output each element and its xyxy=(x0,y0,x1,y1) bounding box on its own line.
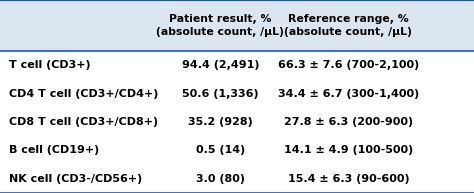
Text: Reference range, %
(absolute count, /μL): Reference range, % (absolute count, /μL) xyxy=(284,14,412,37)
Text: 94.4 (2,491): 94.4 (2,491) xyxy=(182,60,259,70)
Text: B cell (CD19+): B cell (CD19+) xyxy=(9,146,100,155)
Text: 14.1 ± 4.9 (100-500): 14.1 ± 4.9 (100-500) xyxy=(284,146,413,155)
Text: T cell (CD3+): T cell (CD3+) xyxy=(9,60,91,70)
Text: Patient result, %
(absolute count, /μL): Patient result, % (absolute count, /μL) xyxy=(156,14,284,37)
Text: CD4 T cell (CD3+/CD4+): CD4 T cell (CD3+/CD4+) xyxy=(9,89,159,99)
Text: 66.3 ± 7.6 (700-2,100): 66.3 ± 7.6 (700-2,100) xyxy=(278,60,419,70)
Text: 27.8 ± 6.3 (200-900): 27.8 ± 6.3 (200-900) xyxy=(284,117,413,127)
Text: 0.5 (14): 0.5 (14) xyxy=(196,146,245,155)
Bar xyxy=(0,0,474,51)
Text: 34.4 ± 6.7 (300-1,400): 34.4 ± 6.7 (300-1,400) xyxy=(278,89,419,99)
Text: CD8 T cell (CD3+/CD8+): CD8 T cell (CD3+/CD8+) xyxy=(9,117,159,127)
Text: 3.0 (80): 3.0 (80) xyxy=(196,174,245,184)
Text: NK cell (CD3-/CD56+): NK cell (CD3-/CD56+) xyxy=(9,174,143,184)
Text: 50.6 (1,336): 50.6 (1,336) xyxy=(182,89,259,99)
Text: 35.2 (928): 35.2 (928) xyxy=(188,117,253,127)
Text: 15.4 ± 6.3 (90-600): 15.4 ± 6.3 (90-600) xyxy=(288,174,409,184)
